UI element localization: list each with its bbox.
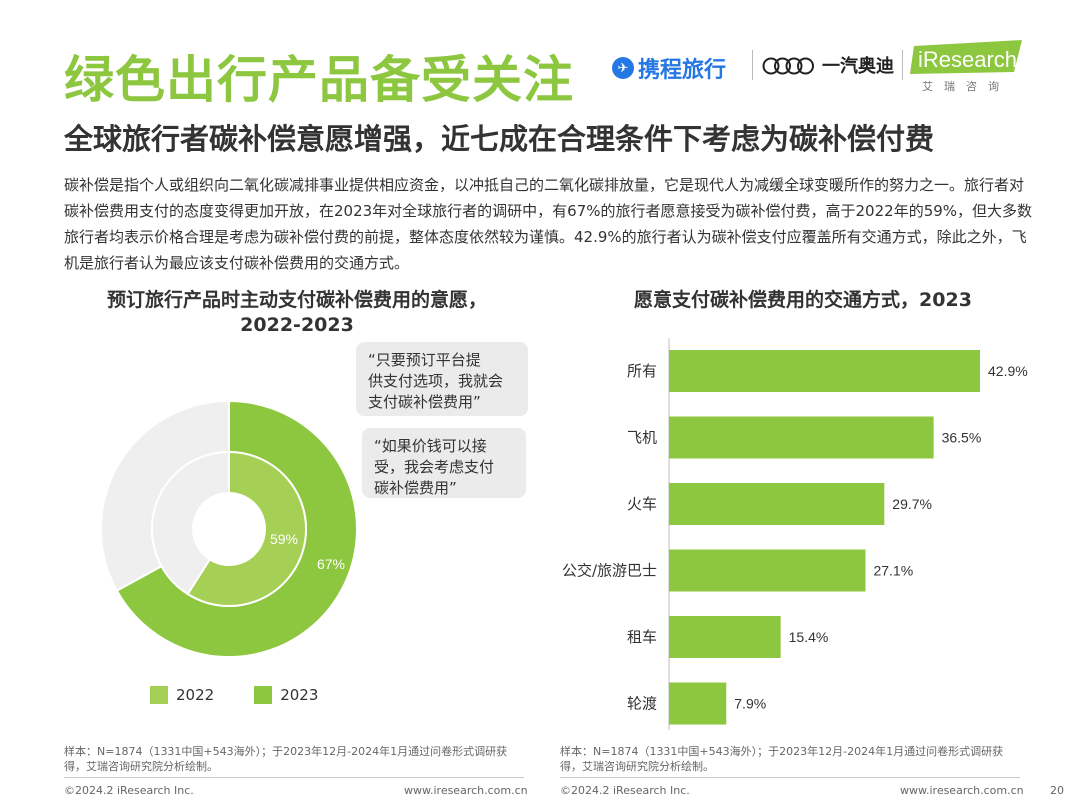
bar-1 xyxy=(669,416,934,459)
bar-5 xyxy=(669,682,727,725)
sample-note-left: 样本：N=1874（1331中国+543海外）；于2023年12月-2024年1… xyxy=(64,745,508,773)
ctrip-logo: ✈ 携程旅行 xyxy=(612,52,726,84)
footer-site-right: www.iresearch.com.cn xyxy=(900,784,1024,797)
legend-item-2022: 2022 xyxy=(150,686,214,704)
bar-3 xyxy=(669,549,866,592)
bar-4 xyxy=(669,616,781,658)
bar-category-label-2: 火车 xyxy=(627,495,657,513)
page-number: 20 xyxy=(1050,784,1064,797)
legend-label-2022: 2022 xyxy=(176,686,215,704)
quote-bubble-2: “如果价钱可以接 受，我会考虑支付 碳补偿费用” xyxy=(362,428,526,498)
page-subtitle: 全球旅行者碳补偿意愿增强，近七成在合理条件下考虑为碳补偿付费 xyxy=(64,122,935,156)
footer-copyright-left: ©2024.2 iResearch Inc. xyxy=(64,784,194,797)
footer-divider-left xyxy=(64,777,524,778)
logo-divider xyxy=(752,50,753,80)
bar-category-label-5: 轮渡 xyxy=(627,695,657,713)
bar-category-label-0: 所有 xyxy=(627,362,657,380)
legend-swatch-2023 xyxy=(254,686,273,704)
donut-legend: 2022 2023 xyxy=(150,686,348,704)
bar-value-label-2: 29.7% xyxy=(892,496,932,512)
bar-chart-title: 愿意支付碳补偿费用的交通方式，2023 xyxy=(634,289,972,311)
bar-value-label-3: 27.1% xyxy=(873,563,913,579)
quote-text-2: “如果价钱可以接 受，我会考虑支付 碳补偿费用” xyxy=(374,437,495,497)
quote-text-1: “只要预订平台提 供支付选项，我就会 支付碳补偿费用” xyxy=(368,351,504,411)
donut-title-line1: 预订旅行产品时主动支付碳补偿费用的意愿， xyxy=(106,289,487,311)
page-title: 绿色出行产品备受关注 xyxy=(64,51,574,109)
donut-title-line2: 2022-2023 xyxy=(240,314,354,336)
footer-copyright-right: ©2024.2 iResearch Inc. xyxy=(560,784,690,797)
audi-rings-icon xyxy=(762,57,814,75)
intro-paragraph: 碳补偿是指个人或组织向二氧化碳减排事业提供相应资金，以冲抵自己的二氧化碳排放量，… xyxy=(64,176,1033,272)
bar-value-label-1: 36.5% xyxy=(942,430,982,446)
bar-2 xyxy=(669,483,885,525)
sample-note-right: 样本：N=1874（1331中国+543海外）；于2023年12月-2024年1… xyxy=(560,745,1004,773)
iresearch-logo: iResearch xyxy=(910,40,1022,74)
quote-bubble-1: “只要预订平台提 供支付选项，我就会 支付碳补偿费用” xyxy=(356,342,528,416)
iresearch-cn-text: 艾瑞咨询 xyxy=(922,80,1010,93)
ctrip-dolphin-icon: ✈ xyxy=(612,57,634,79)
footer-divider-right xyxy=(560,777,1020,778)
audi-logo-text: 一汽奥迪 xyxy=(822,56,894,77)
footer-site-left: www.iresearch.com.cn xyxy=(404,784,528,797)
bar-category-label-3: 公交/旅游巴士 xyxy=(562,562,657,580)
legend-swatch-2022 xyxy=(150,686,168,704)
legend-item-2023: 2023 xyxy=(254,686,318,704)
ctrip-logo-text: 携程旅行 xyxy=(638,58,727,83)
bar-value-label-4: 15.4% xyxy=(789,629,829,645)
bar-category-label-1: 飞机 xyxy=(627,429,657,447)
logo-divider xyxy=(902,50,903,80)
donut-chart-title: 预订旅行产品时主动支付碳补偿费用的意愿， 2022-2023 xyxy=(64,288,530,338)
legend-label-2023: 2023 xyxy=(280,686,319,704)
bar-value-label-0: 42.9% xyxy=(988,363,1028,379)
iresearch-logo-text: iResearch xyxy=(918,47,1017,72)
partner-logos: ✈ 携程旅行 一汽奥迪 iResearch 艾瑞咨询 xyxy=(612,40,1032,100)
bar-category-label-4: 租车 xyxy=(627,628,657,646)
bar-0 xyxy=(669,350,980,392)
bar-value-label-5: 7.9% xyxy=(734,696,766,712)
